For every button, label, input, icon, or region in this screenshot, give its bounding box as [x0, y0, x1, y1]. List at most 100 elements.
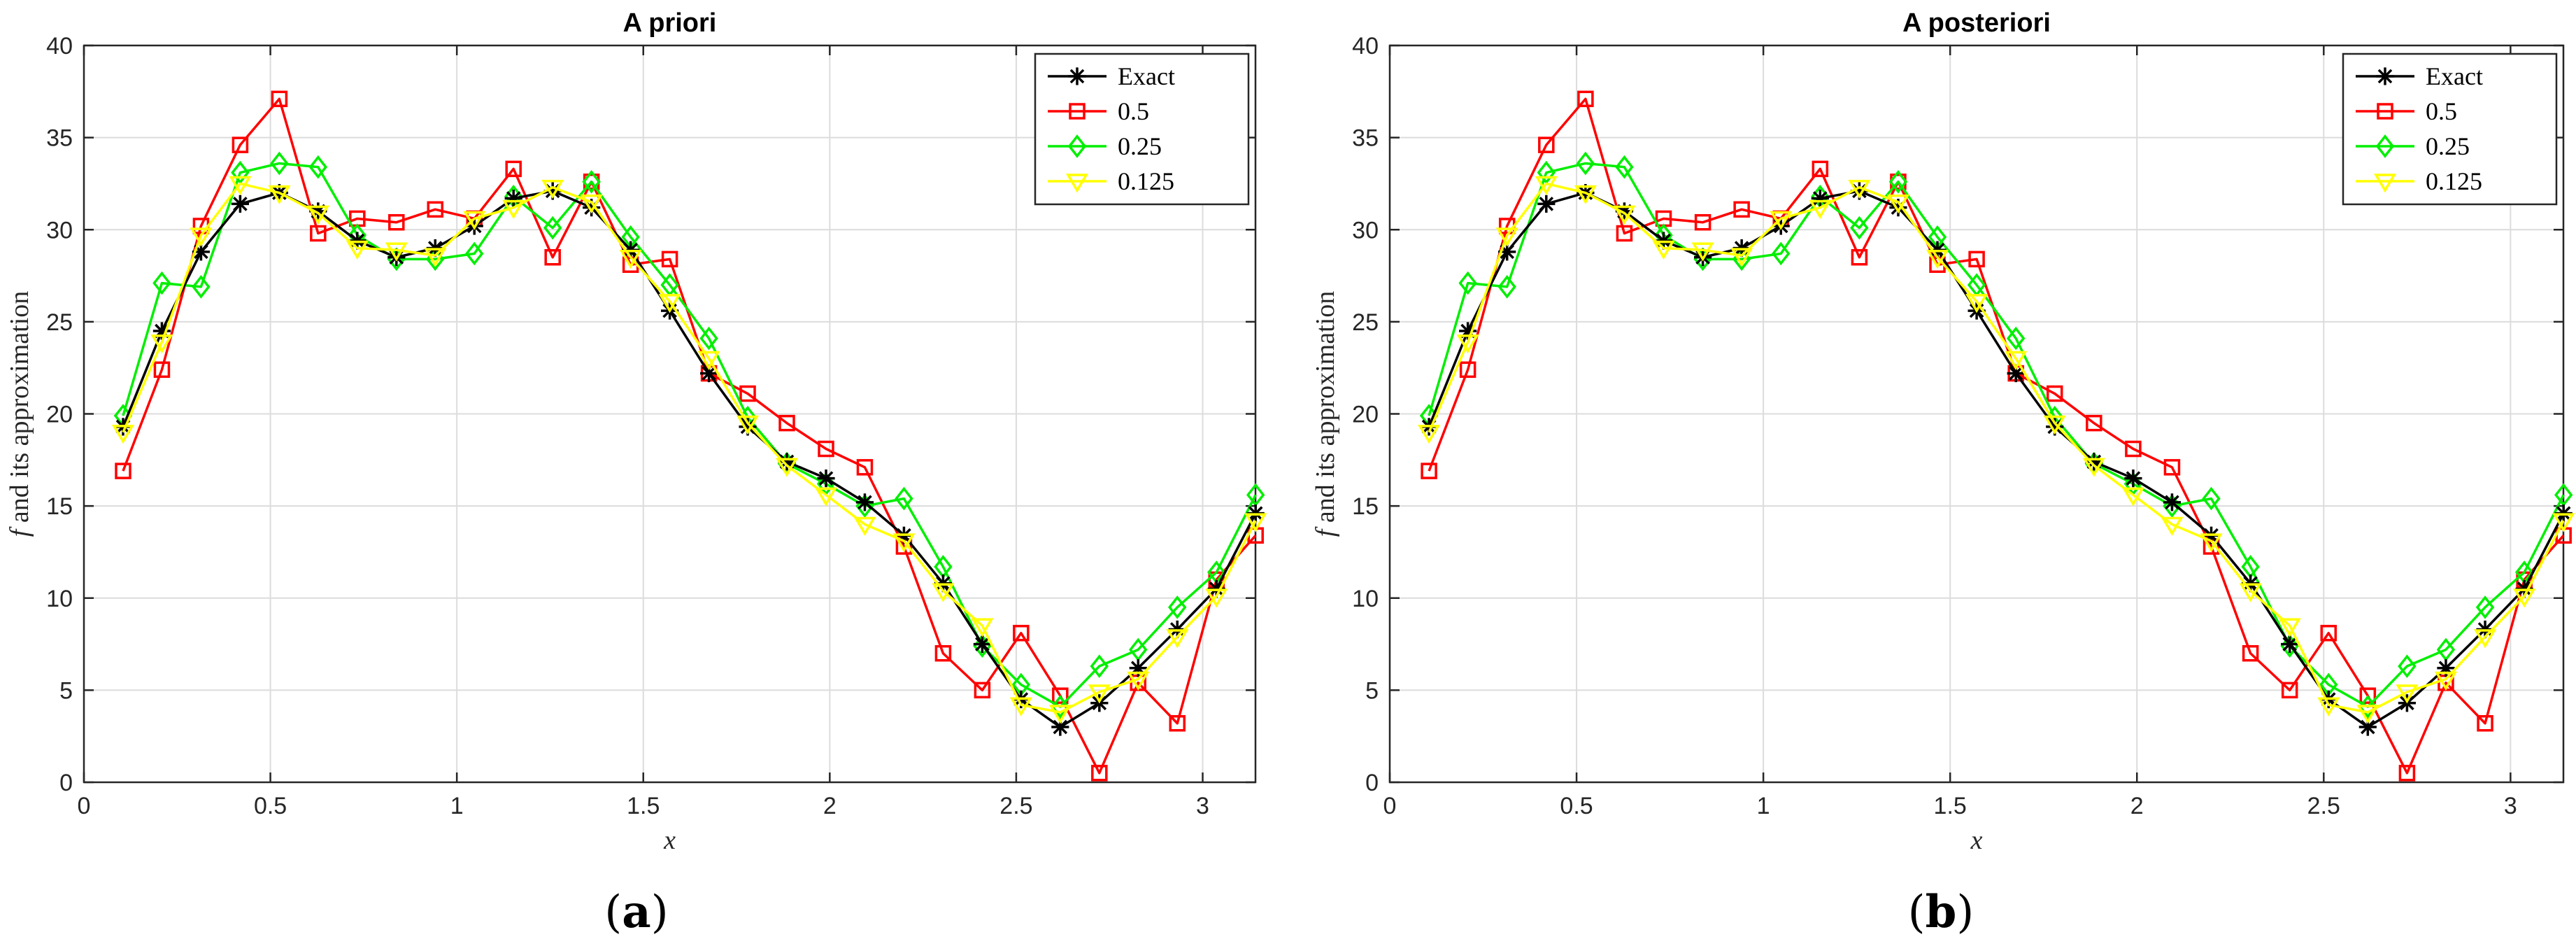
data-point — [2317, 697, 2340, 716]
y-tick-label: 5 — [1365, 677, 1379, 704]
data-point — [424, 248, 447, 267]
data-point — [1088, 684, 1111, 704]
data-point — [2475, 595, 2495, 619]
data-point — [2006, 326, 2026, 351]
legend-marker — [2376, 67, 2394, 85]
data-point — [504, 189, 522, 208]
data-point — [502, 199, 525, 220]
data-point — [895, 486, 913, 511]
legend-marker — [1065, 174, 1089, 193]
data-point — [1926, 249, 1949, 269]
data-point — [1576, 151, 1595, 176]
data-point — [699, 364, 718, 383]
data-point — [973, 635, 992, 654]
data-point — [856, 459, 874, 476]
data-point — [1574, 185, 1597, 205]
legend-marker — [1067, 134, 1087, 158]
data-point — [934, 644, 952, 662]
x-tick-label: 1 — [450, 793, 464, 819]
data-point — [1048, 705, 1072, 724]
data-point — [1577, 90, 1594, 108]
panel-caption: (a) — [604, 886, 668, 938]
data-point — [1169, 715, 1186, 732]
data-point — [2200, 533, 2223, 553]
data-point — [1013, 625, 1030, 642]
y-tick-label: 0 — [59, 770, 73, 796]
legend-label: 0.25 — [2426, 132, 2470, 160]
data-point — [346, 240, 369, 260]
y-tick-label: 30 — [1352, 217, 1379, 243]
series-0.125 — [111, 176, 1267, 724]
data-point — [2163, 459, 2181, 476]
legend-marker — [2373, 174, 2397, 193]
x-tick-label: 2.5 — [999, 793, 1032, 819]
data-point — [544, 248, 561, 266]
data-point — [1691, 242, 1714, 262]
x-tick-label: 2 — [823, 793, 837, 819]
data-point — [1127, 671, 1150, 691]
legend-label: Exact — [1118, 62, 1175, 90]
data-point — [892, 533, 916, 553]
panel-caption: (b) — [1908, 886, 1974, 938]
data-point — [2086, 414, 2102, 432]
y-tick-label: 20 — [1352, 402, 1379, 428]
data-point — [463, 211, 486, 230]
y-tick-label: 20 — [46, 402, 73, 428]
x-tick-label: 0.5 — [1560, 793, 1593, 819]
y-tick-label: 25 — [46, 309, 73, 336]
y-axis-label: f and its approximation — [5, 291, 34, 537]
data-point — [1851, 248, 1868, 266]
data-point — [2121, 487, 2144, 507]
y-tick-label: 10 — [1352, 586, 1379, 612]
data-point — [543, 216, 562, 240]
data-point — [190, 227, 213, 247]
data-point — [661, 250, 678, 268]
data-point — [2007, 364, 2025, 383]
data-point — [658, 294, 681, 313]
data-point — [697, 351, 720, 370]
data-point — [152, 271, 171, 295]
legend-item: Exact — [2356, 62, 2483, 90]
data-point — [1459, 361, 1476, 379]
data-point — [115, 463, 131, 479]
x-tick-label: 1.5 — [1934, 793, 1967, 819]
data-point — [192, 275, 211, 299]
data-point — [1244, 513, 1267, 532]
data-point — [427, 201, 443, 218]
data-point — [2280, 634, 2299, 658]
y-tick-label: 15 — [46, 493, 73, 520]
legend-item: 0.5 — [2356, 97, 2457, 125]
x-tick-label: 2 — [2130, 793, 2144, 819]
data-point — [1168, 595, 1187, 619]
data-point — [2398, 654, 2417, 678]
data-point — [271, 90, 288, 108]
data-point — [388, 213, 405, 231]
y-tick-label: 0 — [1365, 770, 1379, 796]
y-tick-label: 15 — [1352, 493, 1379, 520]
data-point — [2125, 440, 2142, 458]
data-point — [818, 440, 834, 458]
legend: Exact 0.5 0.25 0.125 — [2342, 52, 2558, 206]
legend-label: 0.125 — [1118, 167, 1174, 195]
data-point — [778, 414, 795, 432]
data-point — [153, 361, 171, 379]
y-axis-label-text: and its approximation — [5, 291, 34, 530]
data-point — [1809, 199, 1832, 220]
data-point — [1009, 697, 1032, 716]
data-point — [1537, 160, 1556, 185]
data-point — [2396, 684, 2419, 704]
data-point — [2434, 671, 2458, 691]
series-0.125 — [1418, 176, 2575, 724]
data-point — [111, 425, 135, 444]
y-tick-label: 10 — [46, 586, 73, 612]
data-point — [699, 326, 718, 351]
data-point — [308, 155, 328, 179]
data-point — [270, 151, 289, 176]
data-point — [306, 205, 329, 225]
x-tick-label: 1 — [1757, 793, 1770, 819]
data-point — [853, 516, 876, 536]
data-point — [1495, 227, 1518, 247]
data-point — [1537, 195, 1556, 213]
data-point — [1418, 425, 1441, 444]
